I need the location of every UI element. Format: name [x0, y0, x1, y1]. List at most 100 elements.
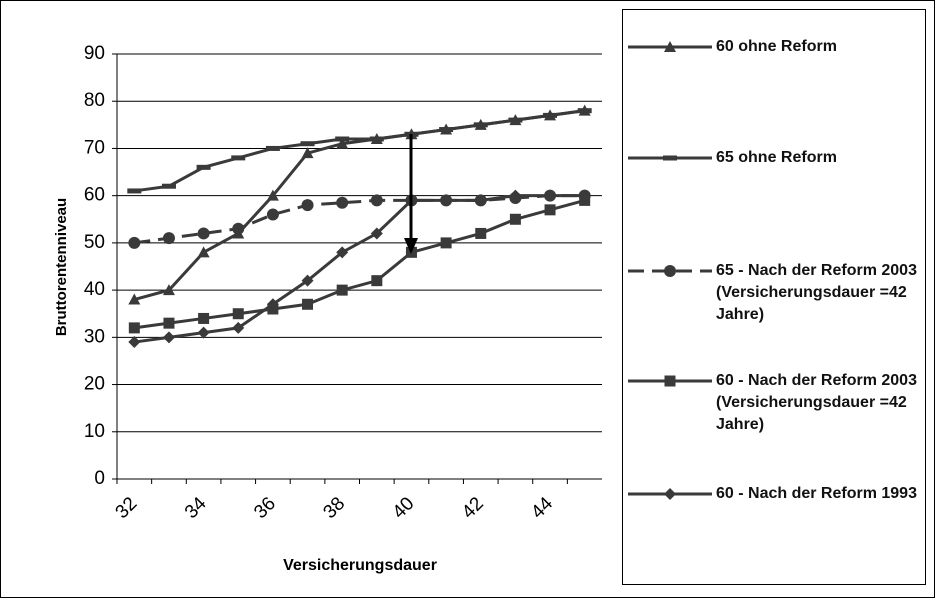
legend-item — [628, 155, 712, 161]
marker — [543, 112, 558, 118]
marker — [128, 322, 140, 334]
marker — [196, 164, 211, 170]
marker — [197, 246, 210, 258]
legend-item — [628, 488, 712, 500]
marker — [266, 298, 279, 311]
marker — [163, 317, 175, 329]
x-tick-label: 32 — [112, 493, 142, 523]
marker — [475, 227, 487, 239]
marker — [508, 117, 523, 123]
marker — [232, 308, 244, 320]
marker — [577, 108, 592, 114]
marker — [128, 293, 141, 305]
marker — [128, 236, 141, 249]
legend-box — [622, 9, 926, 585]
marker — [578, 189, 591, 202]
legend-item — [628, 375, 712, 387]
y-tick-label: 30 — [84, 326, 105, 347]
grid: 0 10 20 30 40 50 60 70 80 90 32 34 36 38 40 42 44 — [84, 43, 602, 523]
marker — [336, 196, 349, 209]
x-tick-label: 40 — [389, 493, 419, 523]
marker — [473, 122, 488, 128]
series — [127, 108, 592, 194]
y-tick-label: 70 — [84, 137, 105, 158]
marker — [266, 208, 279, 221]
marker — [336, 137, 349, 149]
y-tick-label: 20 — [84, 374, 105, 395]
marker — [302, 298, 314, 310]
arrow-head — [404, 238, 418, 254]
marker — [266, 189, 279, 201]
marker — [370, 227, 383, 240]
marker — [232, 222, 245, 235]
marker — [664, 488, 676, 500]
marker — [300, 141, 315, 147]
marker — [232, 321, 245, 334]
marker — [162, 232, 175, 245]
legend-item — [628, 265, 712, 277]
y-tick-label: 90 — [84, 43, 105, 64]
series-line — [134, 194, 585, 344]
marker — [162, 284, 175, 296]
series — [128, 194, 591, 334]
marker — [161, 183, 176, 189]
legend — [628, 41, 712, 500]
series — [128, 104, 591, 305]
legend-label: 60 ohne Reform — [716, 38, 837, 55]
legend-item — [628, 41, 712, 52]
marker — [335, 136, 350, 142]
marker — [664, 375, 676, 387]
x-tick-label: 36 — [250, 493, 280, 523]
marker — [544, 189, 557, 202]
marker — [664, 41, 676, 52]
marker — [198, 312, 210, 324]
y-tick-label: 0 — [94, 468, 105, 489]
y-tick-label: 10 — [84, 421, 105, 442]
x-tick-label: 34 — [181, 493, 211, 523]
marker — [231, 155, 246, 161]
x-tick-label: 42 — [458, 493, 488, 523]
marker — [440, 237, 452, 249]
marker — [336, 284, 348, 296]
y-axis-title: Bruttorentenniveau — [53, 198, 70, 336]
marker — [127, 188, 142, 194]
series — [128, 189, 591, 249]
marker — [544, 204, 556, 216]
marker — [663, 155, 677, 161]
marker — [509, 213, 521, 225]
x-tick-label: 38 — [319, 493, 349, 523]
marker — [162, 331, 175, 344]
annotation-arrow — [404, 134, 418, 254]
legend-label: 65 ohne Reform — [716, 149, 837, 166]
series — [128, 189, 591, 349]
y-tick-label: 60 — [84, 185, 105, 206]
y-tick-label: 50 — [84, 232, 105, 253]
marker — [371, 275, 383, 287]
marker — [336, 246, 349, 259]
y-tick-label: 80 — [84, 90, 105, 111]
legend-label: 60 - Nach der Reform 1993 — [716, 485, 917, 502]
marker — [197, 326, 210, 339]
x-axis-title: Versicherungsdauer — [283, 557, 437, 574]
marker — [370, 194, 383, 207]
marker — [301, 147, 314, 159]
series-line — [134, 198, 586, 330]
marker — [301, 199, 314, 212]
marker — [197, 227, 210, 240]
y-tick-label: 40 — [84, 279, 105, 300]
legend-label: 65 - Nach der Reform 2003 (Versicherungs… — [716, 262, 917, 323]
marker — [265, 145, 280, 151]
marker — [301, 274, 314, 287]
marker — [440, 194, 453, 207]
marker — [664, 265, 676, 277]
marker — [439, 127, 454, 133]
marker — [128, 336, 141, 349]
marker — [509, 189, 522, 202]
x-tick-label: 44 — [527, 493, 557, 523]
legend-label: 60 - Nach der Reform 2003 (Versicherungs… — [716, 372, 917, 433]
marker — [369, 136, 384, 142]
series-layer — [127, 104, 592, 349]
